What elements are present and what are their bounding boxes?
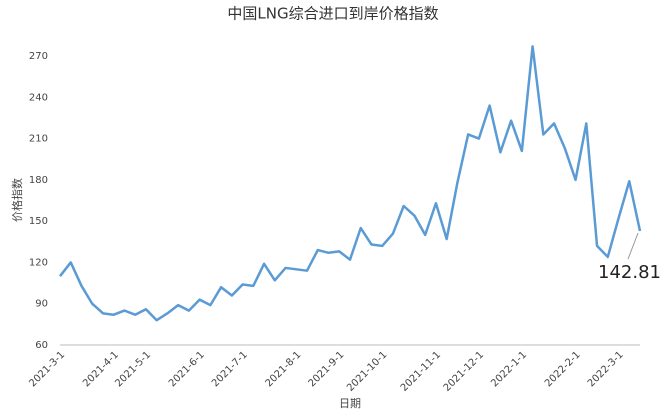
- x-tick-label: 2021-12-1: [442, 349, 486, 393]
- x-tick-label: 2021-5-1: [113, 349, 153, 389]
- chart-title: 中国LNG综合进口到岸价格指数: [227, 5, 438, 23]
- y-tick-label: 180: [29, 175, 48, 186]
- y-tick-label: 60: [35, 340, 48, 351]
- x-tick-label: 2022-3-1: [586, 349, 626, 389]
- annotation: 142.81: [598, 262, 661, 283]
- x-tick-label: 2021-11-1: [399, 349, 443, 393]
- y-tick-label: 270: [29, 51, 48, 62]
- x-tick-label: 2022-1-1: [489, 349, 529, 389]
- x-tick-label: 2021-9-1: [307, 349, 347, 389]
- x-tick-label: 2022-2-1: [543, 349, 583, 389]
- x-tick-label: 2021-7-1: [210, 349, 250, 389]
- annotation-leader: [627, 232, 639, 260]
- y-tick-label: 240: [29, 92, 48, 103]
- x-axis-title: 日期: [339, 397, 361, 410]
- x-tick-label: 2021-6-1: [167, 349, 207, 389]
- data-line: [59, 45, 642, 322]
- y-axis-title: 价格指数: [10, 178, 24, 222]
- y-tick-label: 210: [29, 134, 48, 145]
- x-tick-label: 2021-10-1: [345, 349, 389, 393]
- y-tick-label: 90: [35, 299, 48, 310]
- y-tick-label: 150: [29, 216, 48, 227]
- y-tick-label: 120: [29, 257, 48, 268]
- x-tick-label: 2021-3-1: [27, 349, 67, 389]
- x-tick-label: 2021-8-1: [264, 349, 304, 389]
